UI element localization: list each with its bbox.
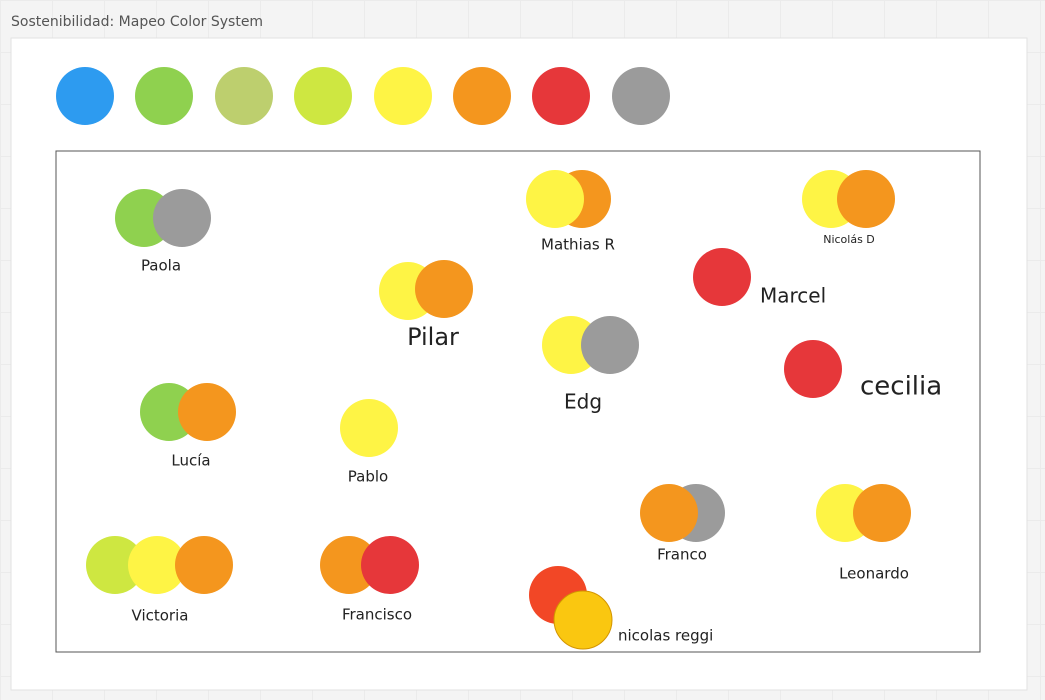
person-label[interactable]: Pilar [407,323,459,351]
person-circle[interactable] [175,536,233,594]
person-circle[interactable] [526,170,584,228]
person-label[interactable]: Mathias R [541,236,615,254]
palette-swatch[interactable] [294,67,352,125]
person-label[interactable]: Edg [564,390,602,414]
person-circle[interactable] [340,399,398,457]
palette-swatch[interactable] [215,67,273,125]
person-circle[interactable] [581,316,639,374]
palette-swatch[interactable] [532,67,590,125]
person-circle[interactable] [320,536,378,594]
palette-swatch[interactable] [56,67,114,125]
person-label[interactable]: Victoria [132,607,189,625]
palette-swatch[interactable] [453,67,511,125]
palette-swatch[interactable] [135,67,193,125]
person-circle[interactable] [178,383,236,441]
frame-title[interactable]: Sostenibilidad: Mapeo Color System [11,14,263,30]
person-circle[interactable] [853,484,911,542]
person-label[interactable]: Nicolás D [823,233,875,246]
person-circle[interactable] [553,590,613,650]
person-circle[interactable] [361,536,419,594]
person-label[interactable]: cecilia [860,372,942,402]
person-label[interactable]: Pablo [348,468,388,486]
person-label[interactable]: Francisco [342,606,412,624]
person-circle[interactable] [128,536,186,594]
person-label[interactable]: nicolas reggi [618,627,713,645]
person-circle[interactable] [640,484,698,542]
person-label[interactable]: Marcel [760,284,826,308]
person-circle[interactable] [837,170,895,228]
person-label[interactable]: Lucía [171,452,210,470]
person-circle[interactable] [693,248,751,306]
person-label[interactable]: Paola [141,257,181,275]
person-circle[interactable] [86,536,144,594]
person-label[interactable]: Franco [657,546,707,564]
palette-swatch[interactable] [612,67,670,125]
person-circle[interactable] [153,189,211,247]
palette-swatch[interactable] [374,67,432,125]
person-circle[interactable] [784,340,842,398]
person-label[interactable]: Leonardo [839,565,909,583]
person-circle[interactable] [415,260,473,318]
